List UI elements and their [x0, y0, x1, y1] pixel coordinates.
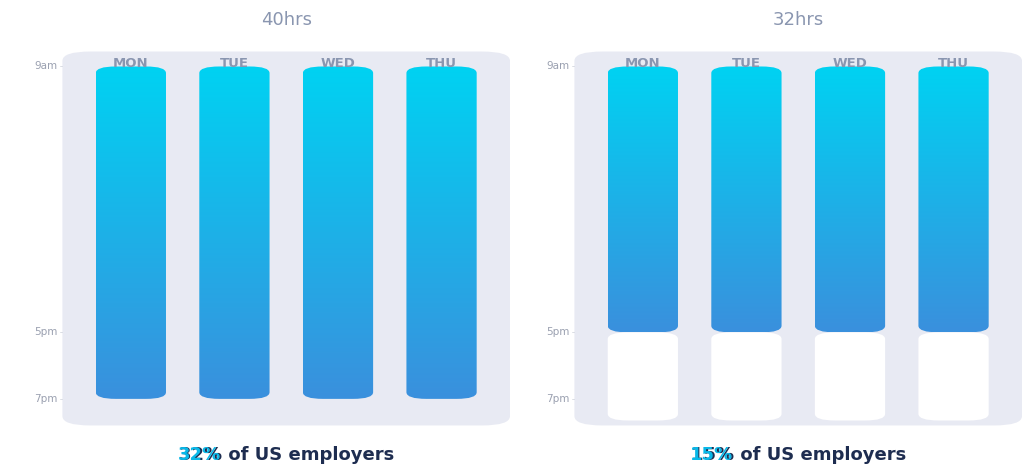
Text: WED: WED: [321, 57, 355, 70]
Text: 40hrs: 40hrs: [261, 11, 311, 29]
Text: 5pm: 5pm: [34, 328, 57, 337]
Text: 9am: 9am: [546, 61, 569, 71]
Text: THU: THU: [938, 57, 969, 70]
FancyBboxPatch shape: [919, 332, 989, 421]
Text: 9am: 9am: [34, 61, 57, 71]
FancyBboxPatch shape: [712, 332, 781, 421]
Text: 15%: 15%: [690, 447, 733, 464]
Text: 32hrs: 32hrs: [772, 11, 824, 29]
FancyBboxPatch shape: [62, 51, 510, 425]
Text: 32%: 32%: [178, 447, 221, 464]
Text: TUE: TUE: [220, 57, 249, 70]
FancyBboxPatch shape: [574, 51, 1022, 425]
Text: 32% of US employers: 32% of US employers: [178, 447, 394, 464]
Text: THU: THU: [426, 57, 457, 70]
Text: TUE: TUE: [732, 57, 761, 70]
FancyBboxPatch shape: [607, 332, 678, 421]
Text: WED: WED: [833, 57, 867, 70]
Text: 7pm: 7pm: [34, 394, 57, 404]
Text: 7pm: 7pm: [546, 394, 569, 404]
Text: 15% of US employers: 15% of US employers: [690, 447, 906, 464]
Text: 5pm: 5pm: [546, 328, 569, 337]
FancyBboxPatch shape: [815, 332, 885, 421]
Text: MON: MON: [113, 57, 148, 70]
Text: MON: MON: [625, 57, 660, 70]
